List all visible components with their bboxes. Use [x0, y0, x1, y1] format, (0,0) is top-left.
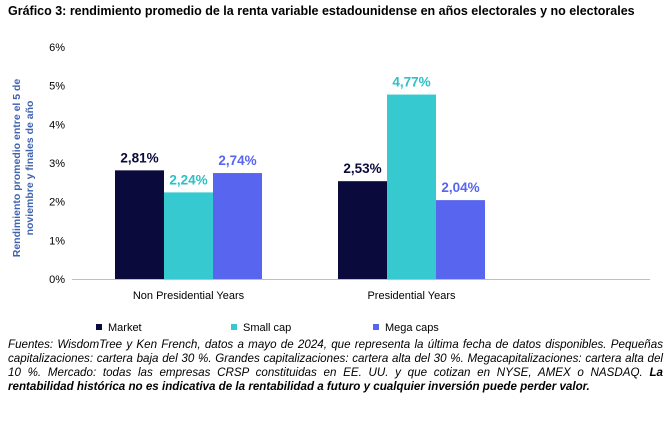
y-tick-label: 4% — [49, 119, 65, 131]
y-axis-title: Rendimiento promedio entre el 5 de — [11, 79, 23, 258]
y-axis-title: noviembre y finales de año — [24, 101, 36, 236]
legend-label: Mega caps — [385, 322, 439, 334]
data-label: 4,77% — [392, 75, 430, 90]
data-label: 2,24% — [169, 172, 207, 187]
disclaimer-text: La rentabilidad histórica no es indicati… — [8, 366, 663, 393]
legend-label: Small cap — [243, 322, 291, 334]
bar — [436, 200, 485, 279]
source-text: Fuentes: WisdomTree y Ken French, datos … — [8, 338, 663, 379]
data-label: 2,04% — [441, 180, 479, 195]
legend-marker — [96, 324, 102, 330]
bar — [387, 94, 436, 279]
y-tick-label: 1% — [49, 235, 65, 247]
legend-label: Market — [108, 322, 142, 334]
data-label: 2,53% — [343, 161, 381, 176]
data-label: 2,81% — [120, 150, 158, 165]
y-tick-label: 6% — [49, 42, 65, 54]
legend-marker — [373, 324, 379, 330]
bar — [338, 181, 387, 279]
x-tick-label: Presidential Years — [367, 290, 456, 302]
source-note: Fuentes: WisdomTree y Ken French, datos … — [8, 338, 663, 394]
y-tick-label: 2% — [49, 197, 65, 209]
bar — [164, 192, 213, 279]
x-tick-label: Non Presidential Years — [133, 290, 245, 302]
bar — [115, 170, 164, 279]
legend-marker — [231, 324, 237, 330]
y-tick-label: 3% — [49, 158, 65, 170]
bar-chart: 0% 1% 2% 3% 4% 5% 6% Rendimiento promedio entre… — [11, 42, 650, 334]
bar — [213, 173, 262, 279]
chart-title: Gráfico 3: rendimiento promedio de la re… — [8, 4, 635, 18]
y-tick-label: 5% — [49, 81, 65, 93]
y-tick-label: 0% — [49, 274, 65, 286]
data-label: 2,74% — [218, 153, 256, 168]
